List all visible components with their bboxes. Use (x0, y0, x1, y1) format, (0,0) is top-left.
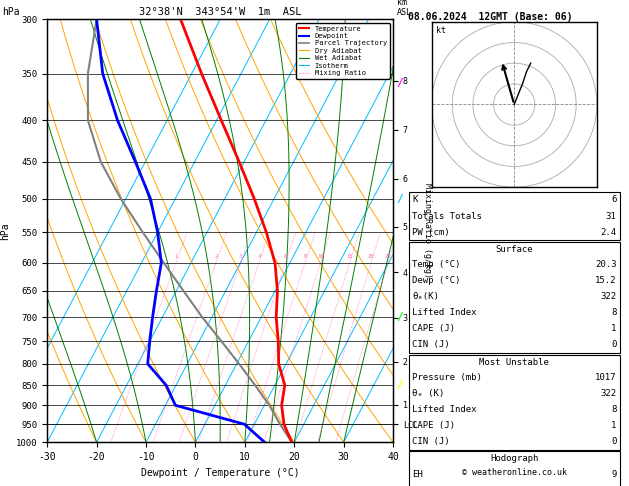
Y-axis label: hPa: hPa (1, 222, 11, 240)
Text: EH: EH (412, 469, 423, 479)
Text: © weatheronline.co.uk: © weatheronline.co.uk (462, 468, 567, 477)
Text: CIN (J): CIN (J) (412, 437, 450, 446)
Text: PW (cm): PW (cm) (412, 227, 450, 237)
Text: km
ASL: km ASL (397, 0, 411, 17)
Text: 08.06.2024  12GMT (Base: 06): 08.06.2024 12GMT (Base: 06) (408, 12, 572, 22)
Text: CIN (J): CIN (J) (412, 340, 450, 349)
Text: kt: kt (436, 26, 446, 35)
Text: 31: 31 (606, 211, 616, 221)
Text: 1: 1 (611, 324, 616, 333)
Text: 1: 1 (611, 421, 616, 430)
Text: CAPE (J): CAPE (J) (412, 421, 455, 430)
Text: /: / (396, 194, 403, 204)
Text: hPa: hPa (2, 7, 20, 17)
Text: 9: 9 (611, 469, 616, 479)
Text: 6: 6 (611, 195, 616, 205)
Text: 3: 3 (239, 255, 242, 260)
Text: 6: 6 (284, 255, 287, 260)
Text: 20.3: 20.3 (595, 260, 616, 269)
Text: 20: 20 (368, 255, 374, 260)
Text: 15: 15 (347, 255, 353, 260)
Text: CAPE (J): CAPE (J) (412, 324, 455, 333)
Y-axis label: Mixing Ratio (g/kg): Mixing Ratio (g/kg) (423, 183, 431, 278)
Text: 10: 10 (317, 255, 324, 260)
Text: Lifted Index: Lifted Index (412, 308, 477, 317)
Legend: Temperature, Dewpoint, Parcel Trajectory, Dry Adiabat, Wet Adiabat, Isotherm, Mi: Temperature, Dewpoint, Parcel Trajectory… (296, 23, 389, 79)
Text: 2: 2 (214, 255, 218, 260)
Text: Surface: Surface (496, 245, 533, 254)
Text: 1: 1 (174, 255, 177, 260)
Text: Pressure (mb): Pressure (mb) (412, 373, 482, 382)
Text: Hodograph: Hodograph (490, 454, 538, 463)
Text: 15.2: 15.2 (595, 276, 616, 285)
Text: 1017: 1017 (595, 373, 616, 382)
Text: Temp (°C): Temp (°C) (412, 260, 460, 269)
Text: /: / (396, 78, 403, 88)
Text: 8: 8 (611, 308, 616, 317)
Text: 2.4: 2.4 (600, 227, 616, 237)
Text: 8: 8 (303, 255, 306, 260)
Text: θₑ (K): θₑ (K) (412, 389, 444, 398)
Text: 322: 322 (600, 292, 616, 301)
Title: 32°38'N  343°54'W  1m  ASL: 32°38'N 343°54'W 1m ASL (139, 7, 301, 17)
Text: Lifted Index: Lifted Index (412, 405, 477, 414)
Text: Totals Totals: Totals Totals (412, 211, 482, 221)
Text: 4: 4 (257, 255, 260, 260)
Text: /: / (396, 312, 403, 322)
Text: 322: 322 (600, 389, 616, 398)
Text: 25: 25 (385, 255, 391, 260)
Text: 8: 8 (611, 405, 616, 414)
Text: 0: 0 (611, 340, 616, 349)
X-axis label: Dewpoint / Temperature (°C): Dewpoint / Temperature (°C) (141, 468, 299, 478)
Text: K: K (412, 195, 418, 205)
Text: /: / (396, 380, 403, 390)
Text: Dewp (°C): Dewp (°C) (412, 276, 460, 285)
Text: 0: 0 (611, 437, 616, 446)
Text: Most Unstable: Most Unstable (479, 358, 549, 366)
Text: θₑ(K): θₑ(K) (412, 292, 439, 301)
